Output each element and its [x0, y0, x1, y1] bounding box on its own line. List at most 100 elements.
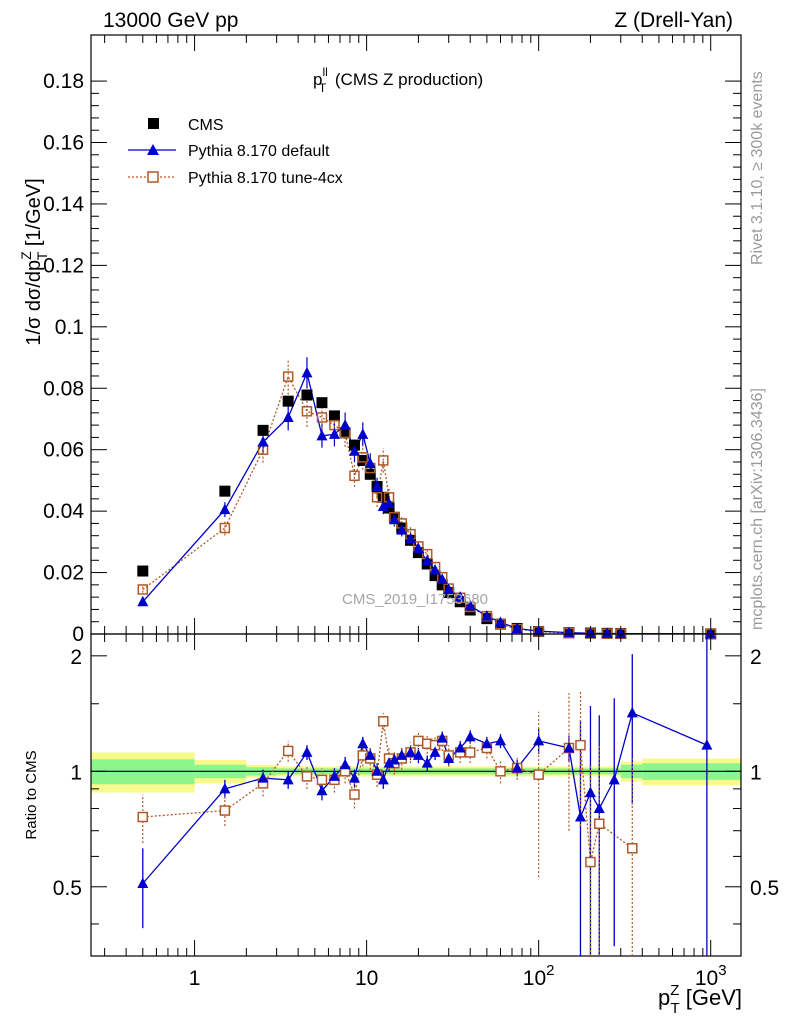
ratio-point-tune4cx	[533, 769, 544, 780]
ratio-point-default	[357, 737, 369, 749]
y-tick-label: 0	[72, 623, 84, 646]
point-default	[601, 627, 613, 638]
point-cms	[316, 397, 328, 409]
point-default	[494, 616, 506, 627]
legend-marker-default	[147, 144, 159, 155]
point-tune4cx	[316, 412, 328, 423]
ratio-point-default	[339, 758, 351, 770]
ratio-point-tune4cx	[316, 774, 328, 786]
ratio-point-default	[348, 772, 360, 783]
point-default	[316, 429, 328, 441]
ratio-point-default	[626, 706, 638, 718]
y-tick-label: 0.1	[55, 316, 84, 339]
ratio-xlabel: pZ T [GeV]	[658, 982, 742, 1017]
y-tick-label: 0.12	[43, 254, 84, 277]
x-tick-label: 102	[523, 962, 555, 990]
ratio-point-default	[481, 737, 493, 749]
header-right: Z (Drell-Yan)	[614, 9, 733, 32]
point-cms	[429, 570, 441, 582]
ratio-y-tick-label: 0.5	[53, 877, 82, 900]
point-tune4cx	[282, 371, 294, 382]
point-default	[339, 419, 351, 430]
ratio-point-default	[257, 772, 269, 783]
point-default	[584, 627, 596, 638]
y-tick-label: 0.02	[43, 562, 84, 585]
ratio-point-tune4cx	[349, 789, 360, 800]
ratio-point-default	[396, 749, 408, 760]
y-tick-label: 0.08	[43, 377, 84, 400]
point-default	[388, 513, 400, 525]
point-cms	[348, 439, 360, 451]
point-cms	[364, 468, 376, 480]
ratio-point-default	[421, 757, 433, 768]
point-tune4cx	[378, 455, 389, 466]
legend-label-default: Pythia 8.170 default	[188, 143, 330, 160]
point-default	[301, 366, 313, 378]
legend-label-tune4cx: Pythia 8.170 tune-4cx	[188, 170, 343, 187]
point-cms	[377, 491, 389, 503]
ratio-point-default	[574, 811, 586, 822]
x-tick-label: 103	[695, 962, 727, 990]
point-default	[511, 622, 523, 633]
ratio-y-tick-label-right: 1	[750, 761, 762, 784]
point-default	[533, 625, 545, 636]
point-default	[137, 595, 149, 607]
ratio-point-default	[584, 786, 596, 798]
y-tick-label: 0.06	[43, 439, 84, 462]
point-default	[348, 445, 360, 456]
y-tick-label: 0.04	[43, 500, 84, 523]
ratio-point-default	[301, 746, 313, 757]
y-tick-label: 0.18	[43, 70, 84, 93]
ratio-point-default	[328, 770, 340, 781]
mcplots-label: mcplots.cern.ch [arXiv:1306.3436]	[749, 388, 766, 630]
ratio-point-default	[464, 730, 476, 742]
ratio-point-tune4cx	[301, 771, 313, 782]
point-default	[443, 583, 455, 594]
point-default	[705, 627, 717, 639]
point-cms	[436, 579, 448, 591]
point-tune4cx	[219, 522, 231, 534]
ratio-ylabel: Ratio to CMS	[23, 750, 40, 839]
legend-marker-tune4cx	[147, 171, 159, 183]
point-default	[357, 428, 369, 439]
point-cms	[282, 395, 294, 407]
main-title: pll T (CMS Z production)	[313, 65, 483, 95]
ratio-point-tune4cx	[219, 805, 231, 816]
point-default	[282, 411, 294, 422]
point-default	[328, 428, 340, 439]
x-tick-label: 1	[189, 967, 201, 990]
ratio-point-default	[371, 765, 383, 776]
ratio-point-tune4cx	[585, 856, 596, 868]
ratio-point-tune4cx	[575, 739, 586, 751]
ratio-point-tune4cx	[594, 818, 605, 829]
point-cms	[257, 424, 269, 436]
point-default	[421, 554, 433, 566]
ratio-y-tick-label: 2	[70, 646, 82, 669]
point-cms	[219, 485, 231, 497]
point-tune4cx	[357, 452, 369, 463]
point-default	[396, 524, 408, 535]
ratio-point-default	[563, 742, 575, 753]
point-default	[257, 436, 269, 447]
point-tune4cx	[137, 584, 149, 595]
ratio-point-tune4cx	[137, 811, 149, 823]
ratio-point-default	[316, 784, 328, 796]
ratio-point-tune4cx	[282, 745, 294, 757]
ratio-point-default	[454, 742, 466, 753]
point-default	[405, 532, 417, 544]
ratio-point-tune4cx	[413, 735, 424, 747]
ratio-point-default	[443, 752, 455, 763]
ratio-point-default	[436, 732, 448, 743]
ratio-point-default	[494, 734, 506, 746]
point-cms	[383, 502, 395, 514]
ratio-frame	[90, 633, 742, 957]
ratio-point-default	[608, 773, 620, 785]
point-tune4cx	[301, 406, 313, 417]
point-default	[481, 610, 493, 621]
legend-marker-cms	[148, 118, 159, 129]
point-default	[364, 457, 376, 469]
ratio-point-default	[388, 754, 400, 765]
point-default	[464, 599, 476, 611]
main-ylabel: 1/σ dσ/dpZT [1/GeV]	[18, 178, 50, 345]
